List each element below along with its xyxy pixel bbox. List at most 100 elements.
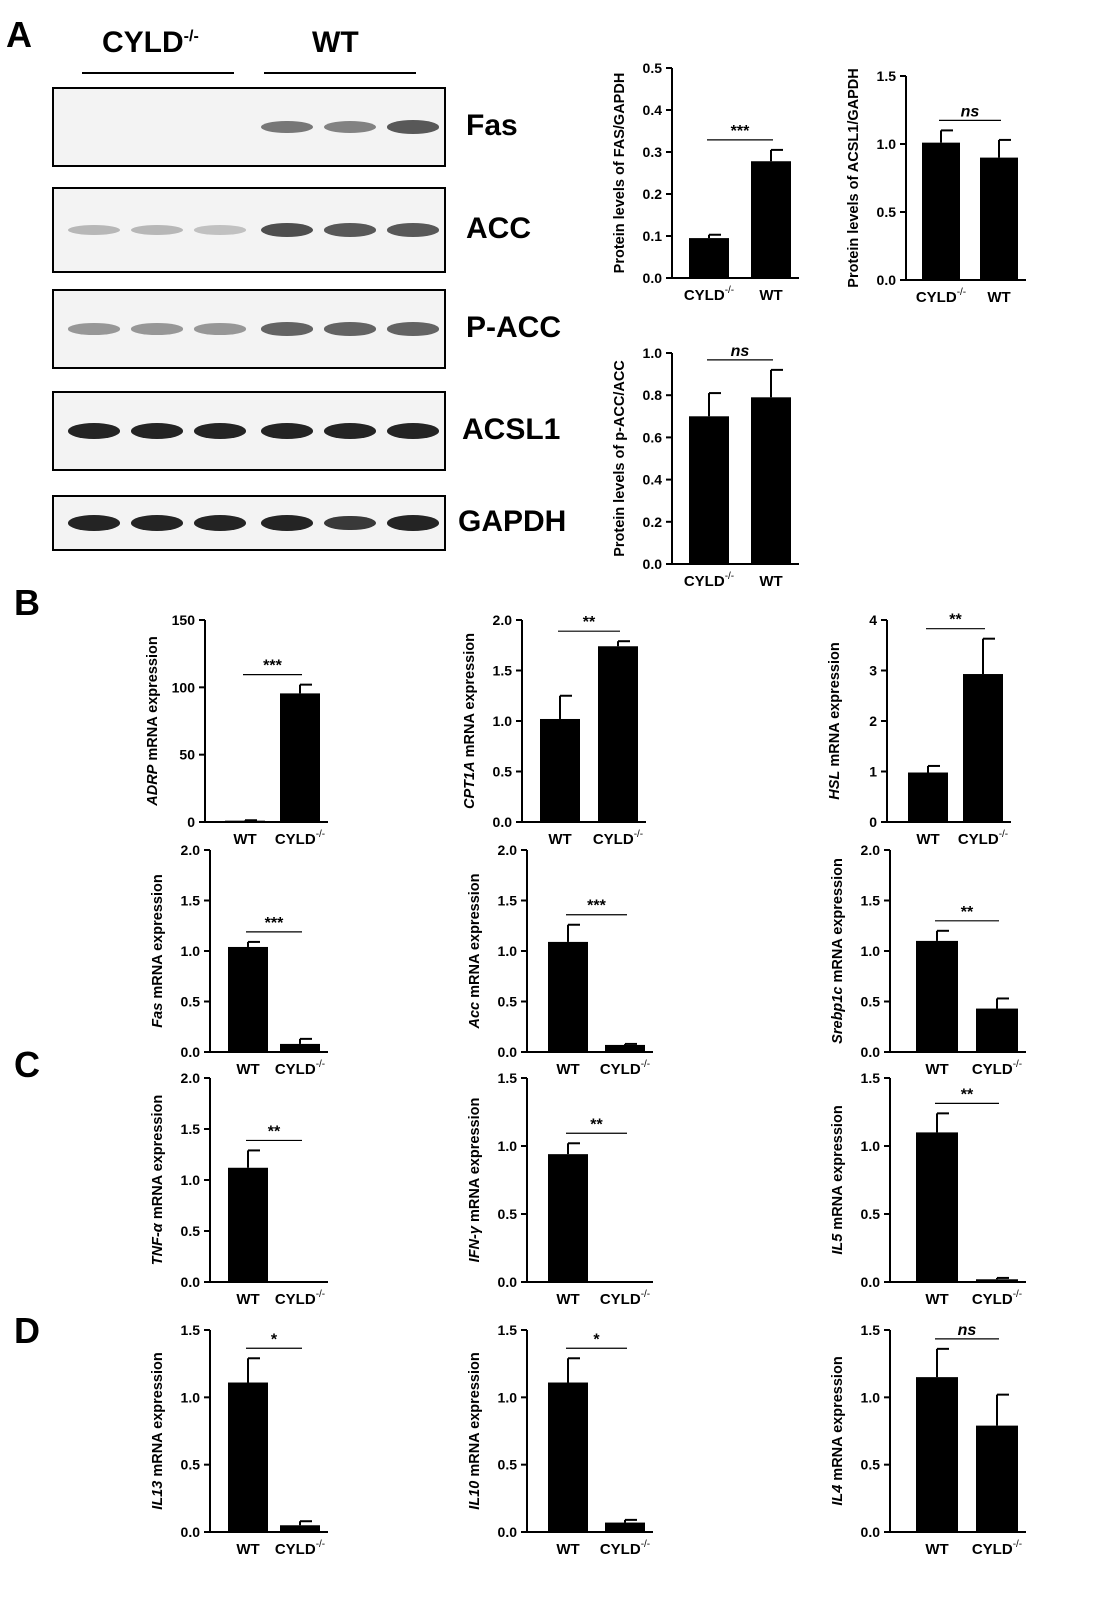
y-tick-label: 0.0 <box>498 1524 518 1540</box>
bar <box>980 157 1018 280</box>
significance-label: ** <box>268 1123 281 1140</box>
x-tick-label: CYLD-/- <box>600 1289 650 1308</box>
y-axis-label: TNF-α mRNA expression <box>150 1095 166 1265</box>
y-tick-label: 1.5 <box>861 893 881 909</box>
blot-band <box>387 223 439 237</box>
blot-label-acc: ACC <box>466 212 531 245</box>
bar-chart-2: 0.0 0.5 1.0 1.5 CYLD-/- WT ns Protein levels of… <box>846 68 1026 306</box>
y-tick-label: 0.2 <box>643 186 663 202</box>
bar-chart-7: 0.0 0.5 1.0 1.5 2.0 WT CYLD-/- *** Fas mRNA expr… <box>150 842 328 1078</box>
blot-label-gapdh: GAPDH <box>458 505 567 538</box>
x-tick-label: WT <box>925 1291 948 1308</box>
bar <box>228 946 268 1052</box>
blot-band <box>194 515 246 531</box>
y-tick-label: 1.0 <box>181 943 201 959</box>
y-axis-label: Protein levels of ACSL1/GAPDH <box>846 68 862 287</box>
significance-label: ns <box>731 343 750 360</box>
bar <box>548 1382 588 1532</box>
bar <box>922 142 960 280</box>
y-tick-label: 0.0 <box>498 1044 518 1060</box>
blot-band <box>261 120 313 134</box>
bar <box>751 161 791 278</box>
y-tick-label: 0.5 <box>498 1457 518 1473</box>
panel-label-c: C <box>14 1044 40 1085</box>
y-axis-label: CPT1A mRNA expression <box>462 633 478 809</box>
significance-label: ns <box>961 103 980 120</box>
significance-label: * <box>271 1331 278 1348</box>
y-tick-label: 0.0 <box>861 1044 881 1060</box>
y-axis-label: ADRP mRNA expression <box>145 636 161 806</box>
y-tick-label: 1.5 <box>181 893 201 909</box>
y-tick-label: 100 <box>172 679 196 695</box>
y-tick-label: 1.5 <box>498 893 518 909</box>
y-tick-label: 0 <box>187 814 195 830</box>
y-axis-label: IL5 mRNA expression <box>830 1105 846 1254</box>
blot-label-fas: Fas <box>466 109 518 142</box>
bar <box>605 1044 645 1052</box>
x-tick-label: CYLD-/- <box>916 287 966 306</box>
x-tick-label: WT <box>548 831 571 848</box>
y-tick-label: 0.5 <box>861 1206 881 1222</box>
blot-band <box>68 515 120 531</box>
y-tick-label: 1.0 <box>877 136 897 152</box>
bar <box>916 1132 958 1282</box>
x-tick-label: WT <box>925 1061 948 1078</box>
y-tick-label: 0.2 <box>643 514 663 530</box>
significance-label: * <box>593 1331 600 1348</box>
y-axis-label: Acc mRNA expression <box>467 874 483 1030</box>
x-tick-label: CYLD-/- <box>275 1539 325 1558</box>
y-tick-label: 1.5 <box>493 663 513 679</box>
y-tick-label: 1.5 <box>498 1070 518 1086</box>
bar <box>548 1154 588 1282</box>
bar <box>280 693 320 822</box>
y-tick-label: 3 <box>869 663 877 679</box>
blot-header-cyld-text: CYLD <box>102 26 184 59</box>
x-tick-label: CYLD-/- <box>972 1059 1022 1078</box>
bar-chart-15: 0.0 0.5 1.0 1.5 WT CYLD-/- ns IL4 mRNA expressi… <box>830 1322 1026 1558</box>
y-tick-label: 2.0 <box>498 842 518 858</box>
blot-band <box>324 515 376 531</box>
y-axis-label: IFN-γ mRNA expression <box>467 1098 483 1263</box>
y-tick-label: 1.0 <box>498 1389 518 1405</box>
y-tick-label: 1.0 <box>861 943 881 959</box>
y-tick-label: 0.5 <box>643 60 663 76</box>
x-tick-label: CYLD-/- <box>684 285 734 304</box>
y-tick-label: 0 <box>869 814 877 830</box>
blot-band <box>194 225 246 235</box>
bar <box>908 772 948 822</box>
x-tick-label: WT <box>556 1061 579 1078</box>
panel-label-d: D <box>14 1310 40 1351</box>
bar-chart-3: 0.0 0.2 0.4 0.6 0.8 1.0 CYLD-/- WT ns Protein lev… <box>612 343 799 590</box>
y-tick-label: 0.0 <box>643 270 663 286</box>
y-tick-label: 2 <box>869 713 877 729</box>
bar-chart-6: 0 1 2 3 4 WT CYLD-/- ** HSL mRNA expression <box>827 612 1011 848</box>
x-tick-label: CYLD-/- <box>684 571 734 590</box>
bar <box>540 718 580 822</box>
x-tick-label: WT <box>236 1061 259 1078</box>
blot-label-acsl1: ACSL1 <box>462 413 561 446</box>
blot-band <box>261 322 313 336</box>
y-tick-label: 0.3 <box>643 144 663 160</box>
y-tick-label: 2.0 <box>861 842 881 858</box>
blot-strip-acsl1 <box>52 391 446 471</box>
bar-chart-8: 0.0 0.5 1.0 1.5 2.0 WT CYLD-/- *** Acc mRNA expr… <box>467 842 653 1078</box>
y-tick-label: 0.5 <box>877 204 897 220</box>
significance-label: ** <box>590 1116 603 1133</box>
y-axis-label: HSL mRNA expression <box>827 642 843 799</box>
y-tick-label: 2.0 <box>181 1070 201 1086</box>
y-tick-label: 0.0 <box>643 556 663 572</box>
y-tick-label: 0.0 <box>498 1274 518 1290</box>
y-tick-label: 1 <box>869 764 877 780</box>
significance-label: *** <box>265 915 284 932</box>
y-tick-label: 0.5 <box>498 1206 518 1222</box>
bar <box>916 1377 958 1532</box>
significance-label: ns <box>958 1322 977 1339</box>
bar-chart-12: 0.0 0.5 1.0 1.5 WT CYLD-/- ** IL5 mRNA expressi… <box>830 1070 1026 1308</box>
blot-band <box>261 223 313 237</box>
bar-chart-14: 0.0 0.5 1.0 1.5 WT CYLD-/- * IL10 mRNA expressi… <box>467 1322 653 1558</box>
x-tick-label: CYLD-/- <box>275 1289 325 1308</box>
y-tick-label: 2.0 <box>493 612 513 628</box>
group-line-cyld <box>82 72 234 74</box>
y-tick-label: 0.5 <box>861 1457 881 1473</box>
group-line-wt <box>264 72 416 74</box>
